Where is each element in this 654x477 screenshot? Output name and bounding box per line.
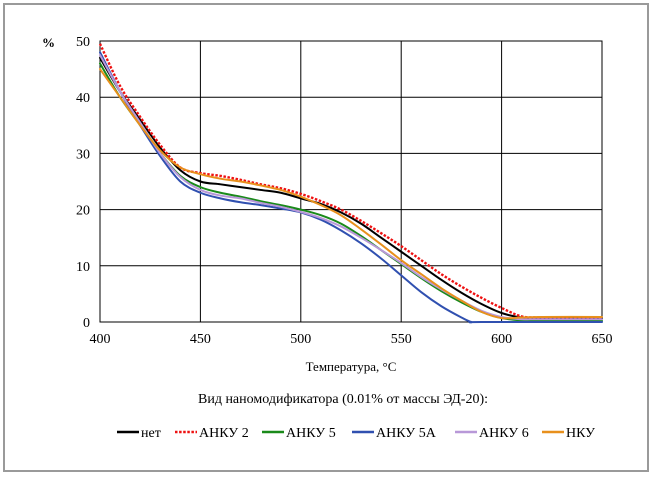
series-line-4 bbox=[99, 54, 603, 321]
legend-label: АНКУ 5 bbox=[286, 426, 336, 441]
chart-legend: нет АНКУ 2 АНКУ 5 АНКУ 5А АНКУ 6 НКУ bbox=[117, 426, 595, 441]
y-tick-label: 10 bbox=[76, 260, 90, 275]
x-tick-label: 600 bbox=[491, 332, 512, 347]
plot-area-border bbox=[99, 40, 603, 323]
y-tick-label: 0 bbox=[83, 316, 90, 331]
chart-ticks: 400 450 500 550 600 650 0 10 20 30 40 50 bbox=[76, 35, 613, 347]
x-axis-label: Температура, °С bbox=[306, 359, 397, 374]
series-line-1 bbox=[98, 43, 603, 319]
legend-label: АНКУ 6 bbox=[479, 426, 529, 441]
series-line-2 bbox=[99, 62, 603, 322]
y-tick-label: 30 bbox=[76, 147, 90, 162]
legend-label: НКУ bbox=[566, 426, 595, 441]
y-tick-label: 20 bbox=[76, 204, 90, 219]
y-tick-label: 40 bbox=[76, 91, 90, 106]
series-line-3 bbox=[99, 51, 603, 324]
legend-label: АНКУ 5А bbox=[376, 426, 437, 441]
legend-label: нет bbox=[141, 426, 161, 441]
x-tick-label: 450 bbox=[190, 332, 211, 347]
x-tick-label: 400 bbox=[90, 332, 111, 347]
chart-series-group bbox=[98, 43, 603, 324]
chart-grid bbox=[99, 40, 603, 323]
x-tick-label: 550 bbox=[391, 332, 412, 347]
y-axis-label: % bbox=[42, 35, 55, 50]
x-tick-label: 650 bbox=[592, 332, 613, 347]
series-line-5 bbox=[99, 68, 603, 320]
legend-label: АНКУ 2 bbox=[199, 426, 249, 441]
series-line-0 bbox=[99, 56, 603, 320]
legend-title: Вид наномодификатора (0.01% от массы ЭД-… bbox=[198, 392, 488, 407]
x-tick-label: 500 bbox=[290, 332, 311, 347]
y-tick-label: 50 bbox=[76, 35, 90, 50]
